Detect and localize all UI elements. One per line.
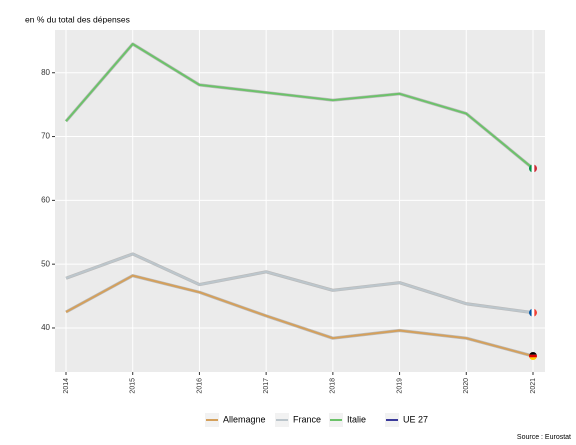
source: Source : Eurostat — [517, 434, 571, 441]
x-tick-label: 2016 — [196, 378, 203, 394]
flag — [529, 308, 537, 317]
flag-stripe — [531, 164, 535, 173]
flag — [529, 352, 537, 361]
flag-stripe — [534, 308, 537, 317]
x-tick-label: 2015 — [130, 378, 137, 394]
y-tick-label: 40 — [41, 323, 50, 332]
x-tick-label: 2020 — [463, 378, 470, 394]
flag-stripe — [529, 357, 537, 361]
flag-stripe — [531, 308, 535, 317]
x-tick-label: 2014 — [63, 378, 70, 394]
x-tick-label: 2018 — [330, 378, 337, 394]
flag-stripe — [534, 164, 537, 173]
legend-label: France — [293, 414, 321, 424]
series-line — [65, 43, 534, 170]
series-line — [65, 252, 534, 314]
y-tick-label: 70 — [41, 132, 50, 141]
flag-stripe — [529, 164, 532, 173]
y-tick-label: 60 — [41, 195, 50, 204]
y-tick-label: 80 — [41, 68, 50, 77]
flag-stripe — [529, 352, 537, 355]
y-tick-label: 50 — [41, 259, 50, 268]
x-tick-label: 2021 — [530, 378, 537, 394]
flag-stripe — [529, 308, 532, 317]
panel — [55, 30, 545, 372]
x-tick-label: 2019 — [396, 378, 403, 394]
legend-label: UE 27 — [403, 414, 428, 424]
chart-title: en % du total des dépenses — [25, 14, 130, 24]
flag-stripe — [529, 354, 537, 358]
flag — [529, 164, 537, 173]
x-tick-label: 2017 — [263, 378, 270, 394]
series-line — [65, 274, 534, 358]
legend-label: Allemagne — [223, 414, 266, 424]
legend-label: Italie — [347, 414, 366, 424]
